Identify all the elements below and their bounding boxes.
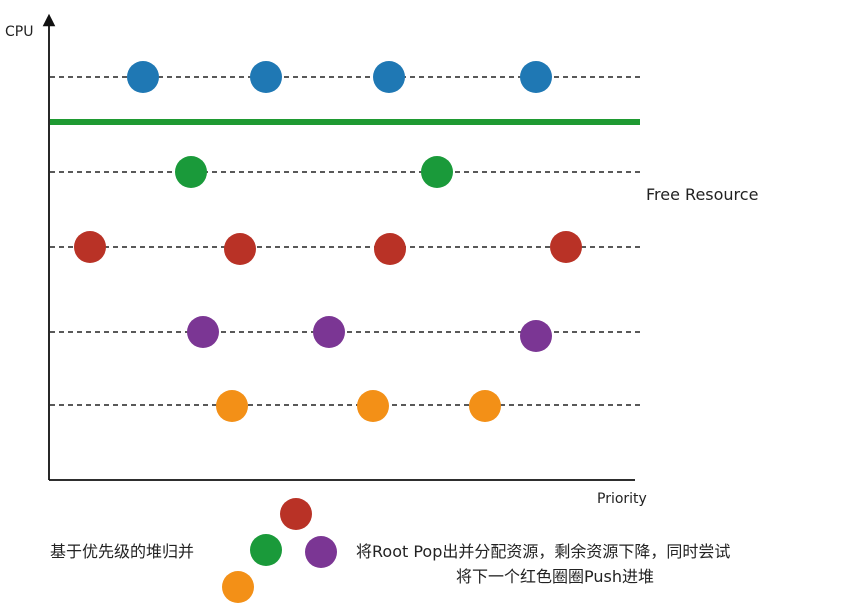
axes: CPU Priority [5,13,647,507]
purple-resource-circle [520,320,552,352]
blue-resource-circle [520,61,552,93]
orange-resource-circle [216,390,248,422]
y-axis-label: CPU [5,24,33,40]
red-resource-circle [374,233,406,265]
blue-resource-circle [373,61,405,93]
purple-resource-circle [187,316,219,348]
green-resource-circle [175,156,207,188]
orange-resource-circle [469,390,501,422]
heap-green-circle [250,534,282,566]
blue-resource-circle [250,61,282,93]
orange-resource-circle [357,390,389,422]
heap-merge-caption: 基于优先级的堆归并 [50,542,194,561]
heap-purple-circle [305,536,337,568]
green-resource-circle [421,156,453,188]
red-resource-circle [74,231,106,263]
heap-orange-circle [222,571,254,603]
free-resource-label: Free Resource [646,185,758,204]
red-resource-circle [224,233,256,265]
red-resource-circle [550,231,582,263]
pop-root-caption-line1: 将Root Pop出并分配资源，剩余资源下降，同时尝试 [356,542,730,561]
resource-circles [74,61,582,422]
pop-root-caption-line2: 将下一个红色圈圈Push进堆 [456,567,654,586]
x-axis-label: Priority [597,491,647,507]
heap-root-red-circle [280,498,312,530]
heap [222,498,337,603]
purple-resource-circle [313,316,345,348]
blue-resource-circle [127,61,159,93]
